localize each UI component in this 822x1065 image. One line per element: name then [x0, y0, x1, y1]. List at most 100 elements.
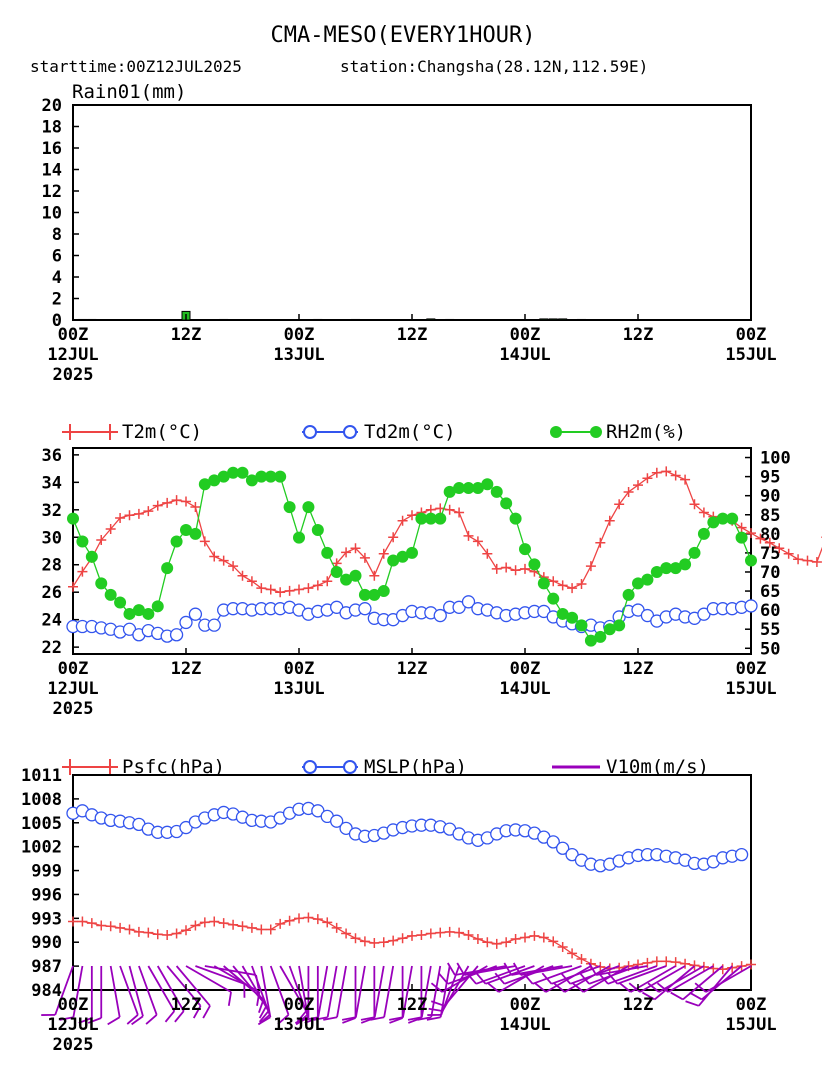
rh2m-point [245, 474, 258, 487]
wind-barb-feather [588, 962, 597, 976]
t2m-point [802, 555, 813, 566]
wind-barb-staff [682, 965, 724, 1001]
psfc-point [529, 930, 540, 941]
rh2m-point [368, 588, 381, 601]
rain-bar [445, 318, 455, 321]
t2m-point [680, 474, 691, 485]
psfc-point [228, 919, 239, 930]
wind-barb-feather [174, 1010, 185, 1023]
psfc-point [124, 924, 135, 935]
wind-barb-feather [598, 972, 609, 985]
rh2m-point [641, 573, 654, 586]
rh2m-point [76, 535, 89, 548]
rh2m-point [650, 565, 663, 578]
wind-barb-feather [313, 1016, 328, 1021]
rain-bar [351, 318, 360, 321]
x-tick-label: 00Z [284, 995, 315, 1015]
wind-barb-staff [298, 965, 309, 1018]
wind-barb-staff [166, 965, 202, 1007]
rh2m-point [377, 585, 390, 598]
wind-barb-feather [370, 1016, 385, 1021]
x-tick-label: 12Z [171, 325, 202, 345]
psfc-point [181, 925, 191, 936]
legend-rh2m-label: RH2m(%) [606, 421, 686, 443]
wind-barb-staff [596, 965, 648, 976]
t2m-point [218, 555, 229, 566]
t2m-point [501, 562, 512, 573]
x-tick-date-label: 15JUL [725, 345, 776, 365]
t2m-point [614, 499, 625, 510]
rain-bar [426, 318, 436, 321]
rh2m-point [519, 543, 531, 556]
t2m-point [746, 528, 756, 539]
t2m-point [689, 499, 700, 510]
psfc-point [322, 917, 333, 928]
pressure-y-tick-label: 990 [31, 933, 62, 953]
t2m-point [482, 548, 493, 559]
t2m-point [407, 510, 417, 521]
mslp-point [330, 814, 344, 828]
wind-barb-feather [59, 1016, 74, 1021]
wind-barb-staff [639, 965, 686, 993]
wind-barb-staff [72, 965, 84, 1018]
rh2m-point [547, 592, 560, 605]
rh2m-point [283, 501, 296, 514]
t2m-point [811, 556, 822, 567]
t2m-point [190, 502, 201, 513]
wind-barb-feather [323, 1016, 338, 1021]
pressure-y-axis: 984 987 990 993 996 999 1002 1005 1008 1011 [21, 766, 79, 1001]
psfc-point [152, 929, 163, 940]
pressure-series [41, 801, 756, 1026]
wind-barb-feather [466, 972, 477, 985]
t2m-point [359, 552, 370, 563]
rh2m-point [123, 607, 136, 620]
rh2m-point [575, 619, 588, 632]
rh2m-point [415, 512, 428, 525]
psfc-point [105, 921, 116, 932]
legend-v10m-label: V10m(m/s) [606, 756, 709, 778]
x-tick-date-label: 14JUL [499, 679, 550, 699]
rh2m-point [707, 516, 720, 529]
t2m-point [793, 554, 804, 565]
legend-td2m: Td2m(°C) [302, 421, 456, 443]
pressure-y-tick-label: 984 [31, 981, 62, 1001]
psfc-point [510, 934, 521, 945]
t2m-point [275, 587, 286, 598]
pressure-plot-frame [72, 774, 752, 991]
psfc-point [218, 918, 229, 929]
rh-y-tick-label: 50 [760, 639, 780, 659]
wind-barb-feather [389, 1016, 404, 1021]
t2m-point [124, 510, 135, 521]
td2m-point [169, 628, 184, 642]
x-tick-label: 12Z [171, 659, 202, 679]
rh2m-point [735, 531, 748, 544]
t2m-point [369, 570, 380, 581]
x-tick-label: 00Z [510, 995, 541, 1015]
psfc-point [520, 932, 530, 943]
rh2m-point [566, 611, 579, 624]
x-tick-date-label: 15JUL [725, 1015, 776, 1035]
rh-y-tick-label: 85 [760, 506, 780, 526]
rh2m-point [274, 470, 287, 483]
rh2m-point [293, 531, 305, 544]
wind-barb-feather [512, 962, 522, 976]
rh2m-point [697, 527, 710, 540]
psfc-point [567, 948, 578, 959]
wind-barb-staff [109, 965, 121, 1018]
legend-mslp-label: MSLP(hPa) [364, 756, 467, 778]
psfc-point [416, 930, 427, 941]
wind-barb-feather [607, 972, 619, 985]
psfc-point [397, 933, 408, 944]
wind-barb-feather [553, 982, 566, 993]
rain-bar [77, 318, 87, 321]
psfc-point [388, 935, 399, 946]
t2m-point [96, 535, 107, 546]
wind-barb-staff [147, 965, 176, 1012]
t2m-point [256, 583, 267, 594]
t2m-point [68, 581, 78, 592]
wind-barb-feather [342, 1017, 356, 1024]
mslp-point [734, 847, 749, 862]
psfc-point [472, 934, 483, 945]
